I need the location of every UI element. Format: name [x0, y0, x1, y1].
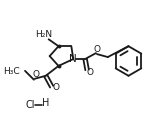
Text: O: O [52, 83, 59, 92]
Text: O: O [93, 45, 100, 54]
Text: O: O [32, 70, 39, 79]
Text: H₃C: H₃C [4, 67, 20, 76]
Text: H: H [42, 98, 49, 108]
Text: N: N [69, 54, 77, 64]
Text: Cl: Cl [25, 100, 35, 110]
Text: O: O [87, 68, 94, 77]
Text: H₂N: H₂N [35, 30, 52, 39]
